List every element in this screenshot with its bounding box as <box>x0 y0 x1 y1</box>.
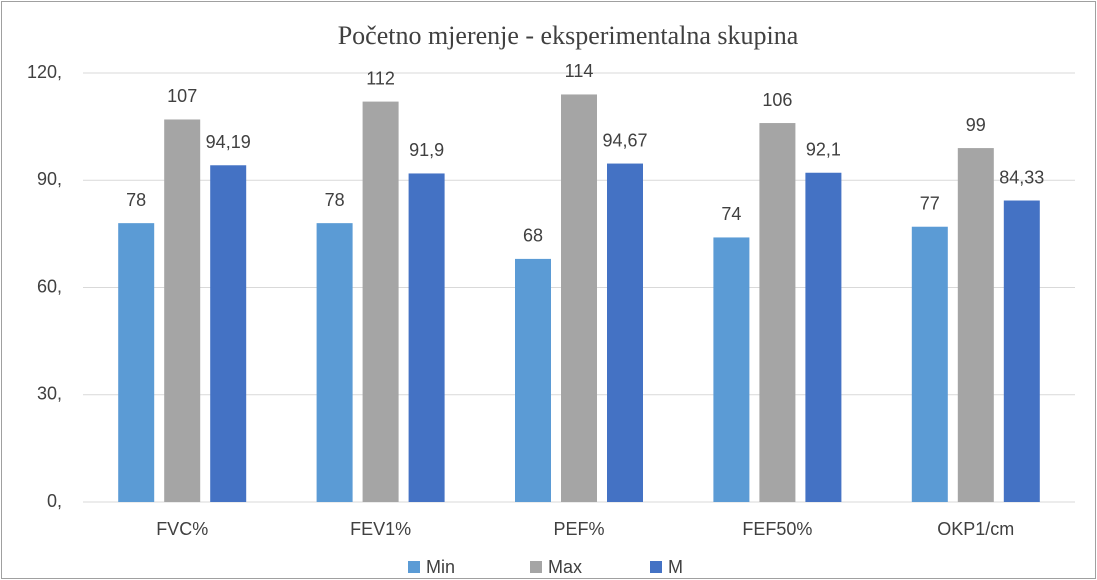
value-label: 78 <box>325 190 345 210</box>
x-tick-label: OKP1/cm <box>937 519 1014 539</box>
legend-label: Min <box>426 557 455 577</box>
bar <box>805 172 842 502</box>
x-tick-label: FEV1% <box>350 519 411 539</box>
legend-label: Max <box>548 557 582 577</box>
value-label: 84,33 <box>999 167 1044 187</box>
value-label: 94,19 <box>206 132 251 152</box>
chart-title: Početno mjerenje - eksperimentalna skupi… <box>338 21 799 50</box>
bar <box>911 226 948 502</box>
legend-swatch <box>530 561 542 573</box>
x-tick-label: FVC% <box>156 519 208 539</box>
x-tick-label: PEF% <box>553 519 604 539</box>
y-tick-label: 0, <box>47 491 62 511</box>
bar <box>957 148 994 502</box>
value-label: 107 <box>167 86 197 106</box>
y-tick-label: 120, <box>27 62 62 82</box>
bar <box>118 223 155 502</box>
value-label: 106 <box>762 90 792 110</box>
bar <box>210 165 247 502</box>
y-tick-label: 60, <box>37 276 62 296</box>
value-label: 99 <box>966 115 986 135</box>
bar <box>713 237 750 502</box>
bar <box>1003 200 1040 502</box>
bar <box>362 101 399 502</box>
x-tick-label: FEF50% <box>742 519 812 539</box>
value-label: 92,1 <box>806 139 841 159</box>
value-label: 68 <box>523 226 543 246</box>
legend-swatch <box>650 561 662 573</box>
value-label: 78 <box>126 190 146 210</box>
bar <box>408 173 445 502</box>
bar <box>316 223 353 502</box>
legend-swatch <box>408 561 420 573</box>
y-tick-label: 90, <box>37 169 62 189</box>
bar <box>607 163 643 502</box>
value-label: 112 <box>366 68 395 88</box>
bar <box>759 123 796 503</box>
value-label: 94,67 <box>602 130 647 150</box>
value-label: 114 <box>565 61 594 81</box>
bar <box>164 119 201 502</box>
bar <box>515 258 551 502</box>
value-label: 74 <box>721 204 741 224</box>
bar <box>561 94 597 502</box>
value-label: 91,9 <box>409 140 444 160</box>
legend-label: M <box>668 557 683 577</box>
value-label: 77 <box>920 193 940 213</box>
y-tick-label: 30, <box>37 384 62 404</box>
